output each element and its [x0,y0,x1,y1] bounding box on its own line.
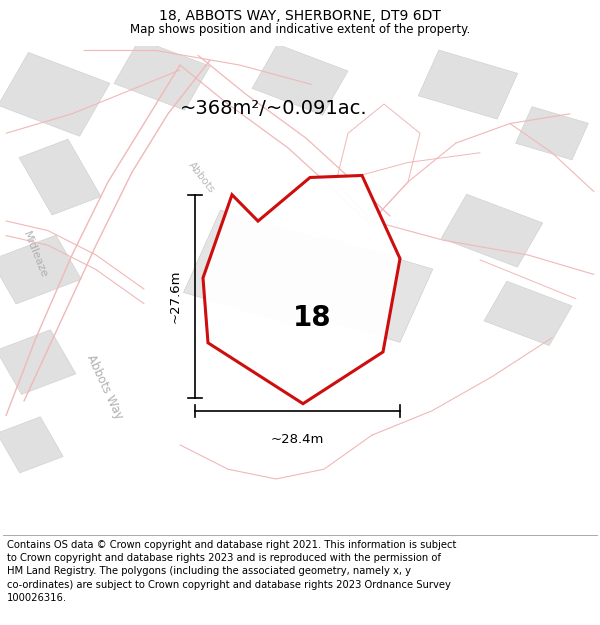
Text: Abbots Way: Abbots Way [85,352,125,421]
Polygon shape [19,139,101,215]
Polygon shape [0,330,76,394]
Text: Map shows position and indicative extent of the property.: Map shows position and indicative extent… [130,24,470,36]
Text: 18, ABBOTS WAY, SHERBORNE, DT9 6DT: 18, ABBOTS WAY, SHERBORNE, DT9 6DT [159,9,441,23]
Polygon shape [0,235,82,304]
Polygon shape [515,107,589,160]
Polygon shape [0,417,63,473]
Text: ~27.6m: ~27.6m [169,269,182,323]
Polygon shape [114,39,210,110]
Polygon shape [203,176,400,404]
Text: Abbots: Abbots [186,159,216,194]
Text: Midleaze: Midleaze [21,230,49,280]
Text: 18: 18 [293,304,331,332]
Polygon shape [184,210,344,329]
Polygon shape [418,50,518,119]
Text: Contains OS data © Crown copyright and database right 2021. This information is : Contains OS data © Crown copyright and d… [7,540,457,602]
Polygon shape [0,52,110,136]
Text: ~368m²/~0.091ac.: ~368m²/~0.091ac. [180,99,368,118]
Polygon shape [287,236,433,342]
Polygon shape [441,194,543,267]
Text: ~28.4m: ~28.4m [271,432,324,446]
Polygon shape [252,44,348,115]
Polygon shape [484,281,572,346]
